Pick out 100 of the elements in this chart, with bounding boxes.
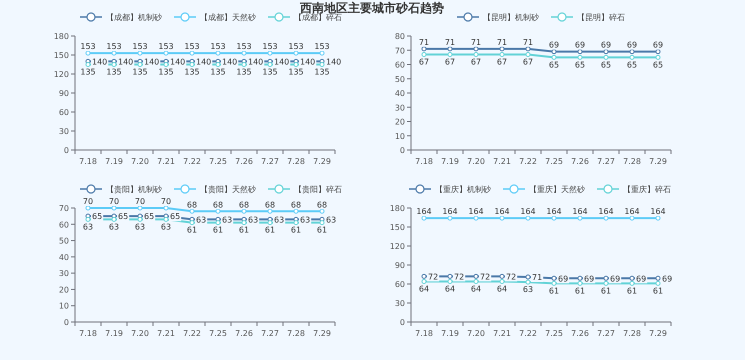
data-label: 153 [210,42,226,52]
data-label: 63 [222,215,232,224]
x-tick-label: 7.29 [649,329,667,338]
x-tick-label: 7.21 [157,329,175,338]
point [138,62,142,67]
point [86,206,90,210]
data-label: 153 [106,42,122,52]
data-label: 153 [80,42,96,52]
data-label: 71 [496,38,508,47]
point [630,216,634,221]
data-label: 69 [626,40,638,50]
data-label: 61 [316,226,328,235]
point [552,54,556,60]
y-tick-label: 60 [394,280,405,289]
data-label: 135 [262,68,278,76]
data-label: 164 [572,207,588,216]
data-label: 71 [418,38,430,47]
data-label: 140 [144,57,160,66]
point [474,278,478,284]
point [320,220,324,226]
x-tick-label: 7.27 [261,157,279,166]
point [474,52,478,58]
data-label: 140 [118,57,134,66]
y-tick-label: 20 [58,285,69,294]
y-tick-label: 90 [58,89,69,98]
y-tick-label: 60 [394,60,405,70]
data-label: 64 [444,284,456,294]
data-label: 164 [520,207,536,216]
data-label: 67 [470,58,482,67]
data-label: 69 [558,274,568,284]
y-tick-label: 70 [394,46,405,56]
point [294,50,298,56]
point [656,216,660,221]
y-tick-label: 10 [58,302,69,311]
point [578,54,582,60]
y-tick-label: 0 [64,318,69,327]
point [656,280,660,286]
data-label: 140 [300,57,316,66]
data-label: 67 [522,58,534,67]
x-tick-label: 7.25 [209,157,227,166]
data-label: 164 [494,207,510,216]
data-label: 71 [444,38,456,47]
point [294,208,298,214]
point [164,206,168,210]
data-label: 135 [314,68,330,76]
data-label: 72 [428,272,438,282]
data-label: 67 [418,58,430,67]
data-label: 164 [546,207,562,216]
data-label: 135 [288,68,304,76]
y-tick-label: 80 [394,32,405,41]
point [500,52,504,58]
point [86,216,90,222]
data-label: 69 [636,274,646,284]
data-label: 135 [132,68,148,76]
data-label: 68 [212,200,224,210]
data-label: 61 [574,286,586,296]
data-label: 71 [532,273,542,282]
data-label: 63 [196,215,206,224]
data-label: 67 [444,58,456,67]
data-label: 153 [158,42,174,52]
x-tick-label: 7.21 [493,329,511,338]
point [268,62,272,67]
data-label: 61 [548,286,560,296]
point [242,220,246,226]
x-tick-label: 7.18 [79,329,97,338]
data-label: 153 [132,42,148,52]
y-tick-label: 60 [58,220,69,230]
data-label: 65 [652,60,664,70]
x-tick-label: 7.28 [623,329,641,338]
data-label: 164 [598,207,614,216]
point [500,278,504,284]
point [422,46,426,52]
y-tick-label: 50 [394,74,405,84]
x-tick-label: 7.26 [571,329,589,338]
y-tick-label: 50 [58,236,69,246]
point [112,206,116,210]
x-tick-label: 7.21 [493,157,511,166]
point [630,276,634,281]
data-label: 164 [442,207,458,216]
point [86,62,90,67]
x-tick-label: 7.22 [519,329,537,338]
x-tick-label: 7.20 [467,329,485,338]
data-label: 69 [610,274,620,284]
y-tick-label: 60 [58,108,69,117]
point [500,46,504,52]
point [526,280,530,285]
point [526,274,530,280]
point [138,216,142,222]
point [164,216,168,222]
point [578,49,582,54]
y-tick-label: 70 [58,204,69,213]
data-label: 65 [144,212,154,222]
legend-label: 【重庆】天然砂 [529,185,585,194]
point [552,49,556,54]
data-label: 70 [160,197,172,206]
data-label: 65 [118,212,128,222]
data-label: 71 [522,38,534,47]
x-tick-label: 7.29 [649,157,667,166]
point [604,280,608,286]
data-label: 153 [262,42,278,52]
